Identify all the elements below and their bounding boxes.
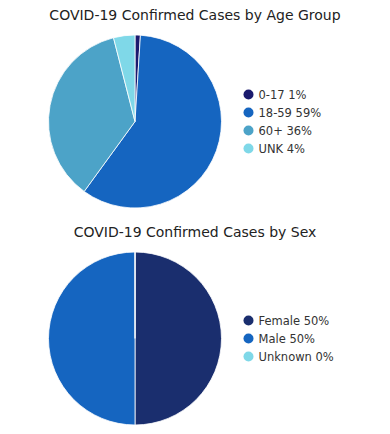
slice <box>48 252 135 425</box>
slice <box>134 252 135 339</box>
legend-label: Female 50% <box>259 314 330 328</box>
legend-label: UNK 4% <box>259 142 306 156</box>
pie <box>49 35 222 208</box>
legend-label: 18-59 59% <box>259 106 322 120</box>
slice <box>135 252 222 425</box>
title: COVID-19 Confirmed Cases by Sex <box>74 224 317 240</box>
legend: Female 50% Male 50% Unknown 0% <box>244 314 334 364</box>
legend-label: 0-17 1% <box>259 88 307 102</box>
figure: COVID-19 Confirmed Cases by Age Group 0-1… <box>0 0 390 434</box>
legend-marker <box>244 144 254 154</box>
pie <box>48 252 221 425</box>
legend-marker <box>244 108 254 118</box>
legend-marker <box>244 316 254 326</box>
slice <box>113 35 135 122</box>
chart-container: COVID-19 Confirmed Cases by Age Group 0-1… <box>0 0 390 434</box>
legend-label: Unknown 0% <box>259 350 334 364</box>
legend-marker <box>244 352 254 362</box>
panel: COVID-19 Confirmed Cases by Sex Female 50… <box>48 224 333 425</box>
title: COVID-19 Confirmed Cases by Age Group <box>49 7 340 23</box>
legend-marker <box>244 334 254 344</box>
legend-label: 60+ 36% <box>259 124 313 138</box>
panel: COVID-19 Confirmed Cases by Age Group 0-1… <box>49 7 341 208</box>
legend-marker <box>244 90 254 100</box>
legend-label: Male 50% <box>259 332 316 346</box>
legend-marker <box>244 126 254 136</box>
legend: 0-17 1% 18-59 59% 60+ 36% UNK 4% <box>244 88 322 156</box>
